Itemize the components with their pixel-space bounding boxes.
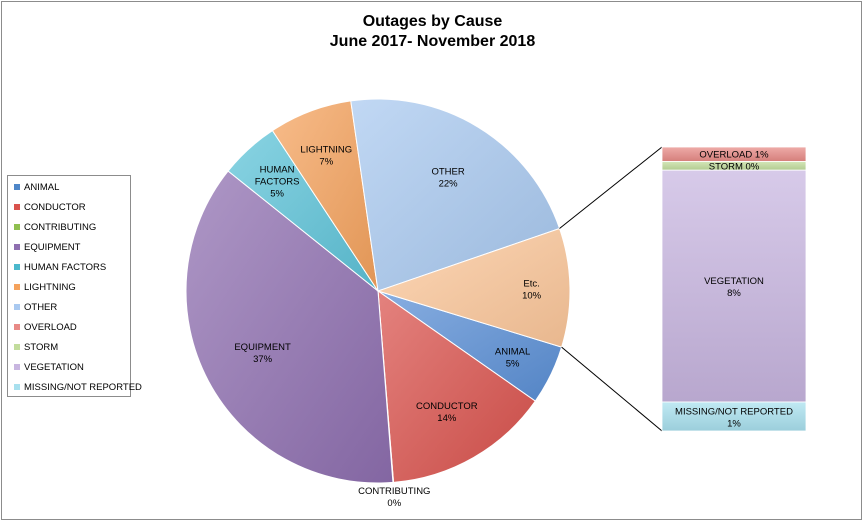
legend-label-other: OTHER <box>24 301 58 313</box>
legend-item-missing-not-reported: MISSING/NOT REPORTED <box>14 380 142 394</box>
legend-label-conductor: CONDUCTOR <box>24 201 86 213</box>
pie-slice-conductor <box>377 289 537 483</box>
bar-value-label-missing-not-reported: 1% <box>727 419 741 430</box>
pie-label-etc: Etc. <box>523 278 539 289</box>
pie-labels: ANIMAL5%CONDUCTOR14%CONTRIBUTING0%EQUIPM… <box>234 145 541 509</box>
legend-item-storm: STORM <box>14 340 58 354</box>
legend-item-lightning: LIGHTNING <box>14 280 76 294</box>
legend-swatch-human-factors <box>14 264 20 270</box>
pie-label-human-factors: FACTORS <box>255 176 300 187</box>
legend-swatch-conductor <box>14 204 20 210</box>
pie-label-other: OTHER <box>431 166 464 177</box>
legend-label-equipment: EQUIPMENT <box>24 241 81 253</box>
bar-label-overload: OVERLOAD 1% <box>699 150 769 161</box>
pie-slice-other <box>350 98 561 292</box>
legend-item-animal: ANIMAL <box>14 180 59 194</box>
etc-breakdown-bar <box>661 146 807 432</box>
legend-item-equipment: EQUIPMENT <box>14 240 80 254</box>
legend-swatch-lightning <box>14 284 20 290</box>
legend-label-contributing: CONTRIBUTING <box>24 221 97 233</box>
legend-swatch-equipment <box>14 244 20 250</box>
bar-segment-vegetation <box>661 169 807 403</box>
legend-swatch-animal <box>14 184 20 190</box>
bar-label-vegetation: VEGETATION <box>704 276 764 287</box>
legend-swatch-overload <box>14 324 20 330</box>
pie-slices <box>185 98 571 484</box>
pie-value-label-human-factors: 5% <box>270 188 284 199</box>
pie-label-equipment: EQUIPMENT <box>234 342 291 353</box>
pie-label-lightning: LIGHTNING <box>300 145 352 156</box>
pie-value-label-equipment: 37% <box>253 354 273 365</box>
pie-value-label-animal: 5% <box>506 359 520 370</box>
pie-label-contributing: CONTRIBUTING <box>358 486 430 497</box>
pie-label-human-factors: HUMAN <box>260 164 295 175</box>
legend-item-human-factors: HUMAN FACTORS <box>14 260 106 274</box>
chart-title-block: Outages by Cause June 2017- November 201… <box>0 12 865 52</box>
pie-label-conductor: CONDUCTOR <box>416 401 478 412</box>
legend-item-vegetation: VEGETATION <box>14 360 84 374</box>
legend: ANIMAL CONDUCTOR CONTRIBUTING EQUIPMENT HUMA… <box>7 175 142 397</box>
legend-item-other: OTHER <box>14 300 57 314</box>
legend-label-lightning: LIGHTNING <box>24 281 76 293</box>
pie-slice-equipment <box>185 170 394 484</box>
bar-label-missing-not-reported: MISSING/NOT REPORTED <box>675 407 793 418</box>
pie-value-label-contributing: 0% <box>387 498 401 509</box>
legend-label-storm: STORM <box>24 341 59 353</box>
connector-line-bottom <box>561 346 663 432</box>
pie-value-label-conductor: 14% <box>437 413 457 424</box>
bar-value-label-vegetation: 8% <box>727 288 741 299</box>
pie-value-label-etc: 10% <box>522 290 542 301</box>
legend-item-conductor: CONDUCTOR <box>14 200 86 214</box>
pie-value-label-lightning: 7% <box>319 157 333 168</box>
pie-slice-etc <box>376 227 571 348</box>
pie-label-animal: ANIMAL <box>495 347 530 358</box>
legend-swatch-missing-not-reported <box>14 384 20 390</box>
legend-swatch-storm <box>14 344 20 350</box>
legend-swatch-other <box>14 304 20 310</box>
legend-label-animal: ANIMAL <box>24 181 60 193</box>
pie-value-label-other: 22% <box>439 178 459 189</box>
connector-lines <box>559 146 663 432</box>
legend-item-contributing: CONTRIBUTING <box>14 220 96 234</box>
legend-item-overload: OVERLOAD <box>14 320 77 334</box>
legend-label-human-factors: HUMAN FACTORS <box>24 261 107 273</box>
bar-label-storm: STORM 0% <box>709 161 760 172</box>
chart-subtitle: June 2017- November 2018 <box>329 33 536 50</box>
legend-label-vegetation: VEGETATION <box>24 361 84 373</box>
legend-label-overload: OVERLOAD <box>24 321 77 333</box>
chart-title: Outages by Cause <box>362 13 503 30</box>
connector-line-top <box>559 146 663 229</box>
legend-swatch-vegetation <box>14 364 20 370</box>
bar-segment-missing-not-reported <box>661 401 807 432</box>
legend-swatch-contributing <box>14 224 20 230</box>
legend-label-missing-not-reported: MISSING/NOT REPORTED <box>24 381 142 393</box>
